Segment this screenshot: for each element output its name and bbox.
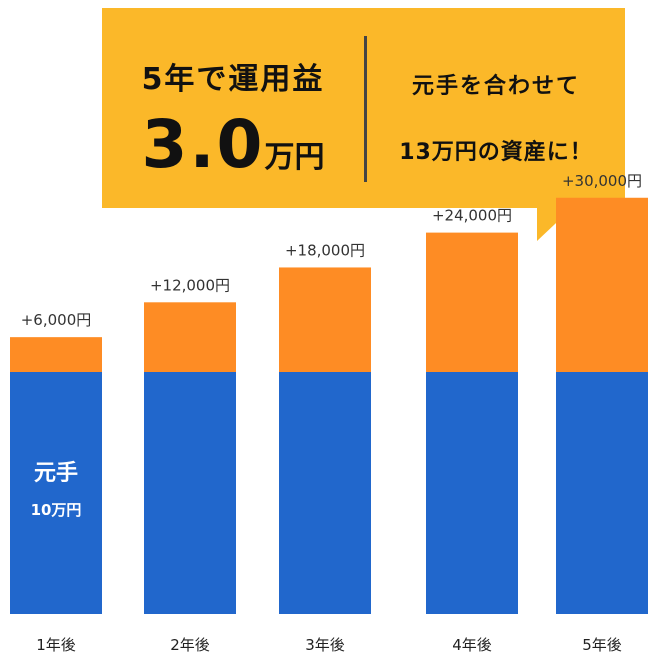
principal-bar-3 — [279, 372, 371, 614]
gain-label-3: +18,000円 — [285, 241, 365, 259]
callout-amount: 3.0万円 — [102, 106, 364, 183]
callout-left-panel: 5年で運用益 3.0万円 — [102, 8, 364, 208]
category-label-5: 5年後 — [582, 636, 622, 654]
gain-label-2: +12,000円 — [150, 276, 230, 294]
callout-amount-value: 3.0 — [141, 106, 265, 183]
category-label-2: 2年後 — [170, 636, 210, 654]
gain-bar-2 — [144, 302, 236, 372]
principal-bar-5 — [556, 372, 648, 614]
category-label-1: 1年後 — [36, 636, 76, 654]
category-label-3: 3年後 — [305, 636, 345, 654]
summary-callout: 5年で運用益 3.0万円 元手を合わせて 13万円の資産に！ — [102, 8, 625, 208]
category-label-4: 4年後 — [452, 636, 492, 654]
callout-heading: 5年で運用益 — [141, 62, 325, 97]
callout-divider — [364, 36, 367, 182]
gain-bar-1 — [10, 337, 102, 372]
callout-line-2: 13万円の資産に！ — [399, 140, 593, 165]
gain-bar-4 — [426, 232, 518, 372]
principal-bar-2 — [144, 372, 236, 614]
gain-bar-3 — [279, 267, 371, 372]
callout-amount-unit: 万円 — [264, 140, 325, 175]
gain-bar-5 — [556, 197, 648, 372]
principal-title: 元手 — [34, 461, 78, 486]
bars-group — [10, 197, 648, 614]
principal-amount: 10万円 — [31, 501, 82, 519]
callout-line-1: 元手を合わせて — [411, 74, 580, 99]
principal-bar-4 — [426, 372, 518, 614]
gain-label-4: +24,000円 — [432, 207, 512, 225]
principal-bar-1 — [10, 372, 102, 614]
gain-label-5: +30,000円 — [562, 172, 642, 190]
labels-group: +6,000円 1年後 +12,000円 2年後 +18,000円 3年後 +24,000円… — [21, 172, 642, 654]
gain-label-1: +6,000円 — [21, 311, 92, 329]
callout-right-panel: 元手を合わせて 13万円の資産に！ — [367, 8, 625, 208]
